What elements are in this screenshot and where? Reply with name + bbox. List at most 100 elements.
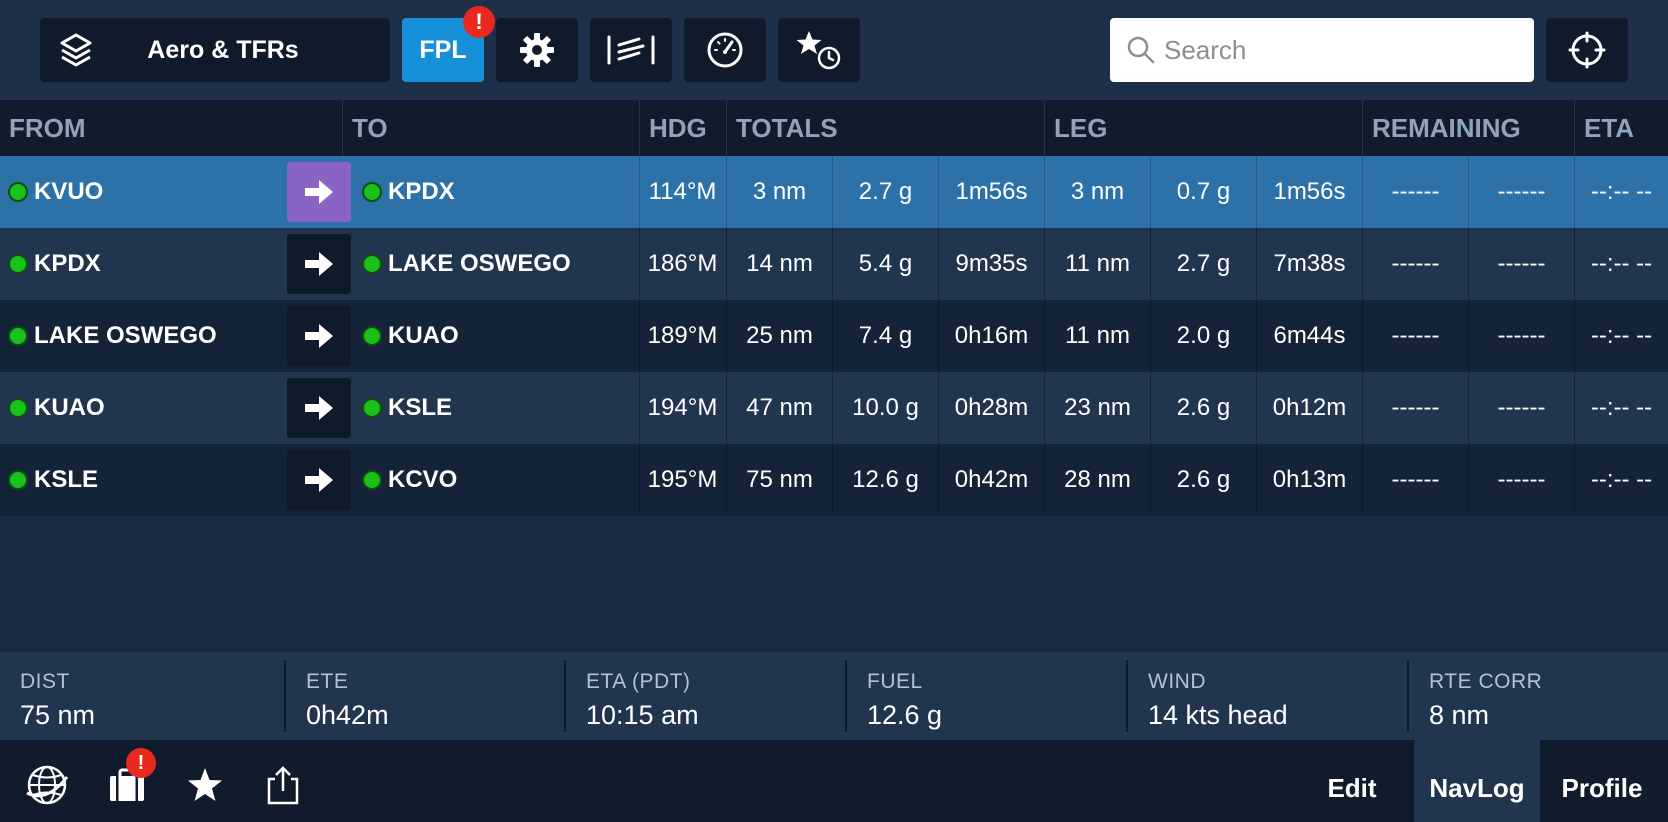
row-tot-time: 0h42m [938,444,1044,516]
header-hdg: HDG [639,100,725,156]
wind-icon [605,33,657,67]
leg-arrow-button[interactable] [287,450,351,510]
row-eta: --:-- -- [1574,300,1668,372]
search-box[interactable] [1110,18,1534,82]
row-rem-1: ------ [1362,372,1468,444]
row-tot-dist: 47 nm [726,372,832,444]
waypoint-status-dot [362,326,382,346]
gauge-icon [706,31,744,69]
locate-button[interactable] [1546,18,1628,82]
header-leg: LEG [1044,100,1362,156]
row-tot-fuel: 5.4 g [832,228,938,300]
row-tot-time: 1m56s [938,156,1044,228]
summary-eta: ETA (PDT) 10:15 am [564,660,846,732]
crosshair-icon [1568,31,1606,69]
tab-profile[interactable]: Profile [1561,773,1643,803]
settings-button[interactable] [496,18,578,82]
summary-dist-value: 75 nm [20,700,96,730]
summary-rte-corr: RTE CORR 8 nm [1407,660,1668,732]
leg-arrow-button[interactable] [287,378,351,438]
search-input[interactable] [1164,34,1524,66]
table-row[interactable]: KVUO KPDX 114°M 3 nm 2.7 g 1m56s 3 nm 0.7 g 1m56… [0,156,1668,228]
row-tot-dist: 14 nm [726,228,832,300]
row-leg-dist: 23 nm [1044,372,1150,444]
row-rem-1: ------ [1362,228,1468,300]
summary-wind-value: 14 kts head [1148,700,1288,730]
waypoint-status-dot [362,470,382,490]
row-to: LAKE OSWEGO [362,228,632,300]
gear-icon [518,31,556,69]
arrow-right-icon [305,252,333,276]
row-leg-time: 7m38s [1256,228,1362,300]
tab-navlog[interactable]: NavLog [1414,740,1540,822]
row-from-label: KSLE [34,466,99,493]
favorites-recent-button[interactable] [778,18,860,82]
row-from: KSLE [8,444,288,516]
arrow-right-icon [305,396,333,420]
row-leg-fuel: 2.7 g [1150,228,1256,300]
row-hdg: 189°M [639,300,725,372]
leg-arrow-button[interactable] [287,306,351,366]
summary-wind-label: WIND [1148,670,1206,693]
summary-ete-label: ETE [306,670,349,693]
row-rem-2: ------ [1468,300,1574,372]
row-rem-2: ------ [1468,444,1574,516]
row-from-label: LAKE OSWEGO [34,322,217,349]
row-from: KVUO [8,156,288,228]
waypoint-status-dot [362,254,382,274]
table-row[interactable]: LAKE OSWEGO KUAO 189°M 25 nm 7.4 g 0h16m 11 nm… [0,300,1668,372]
row-leg-time: 1m56s [1256,156,1362,228]
row-from: KUAO [8,372,288,444]
summary-ete: ETE 0h42m [284,660,566,732]
leg-arrow-button[interactable] [287,162,351,222]
row-rem-2: ------ [1468,372,1574,444]
waypoint-status-dot [362,398,382,418]
row-tot-time: 0h16m [938,300,1044,372]
header-remaining: REMAINING [1362,100,1574,156]
star-icon[interactable] [182,762,228,808]
row-rem-2: ------ [1468,228,1574,300]
summary-eta-label: ETA (PDT) [586,670,691,693]
row-from: KPDX [8,228,288,300]
row-to: KCVO [362,444,632,516]
layers-icon [56,30,96,70]
row-to-label: LAKE OSWEGO [388,250,571,277]
row-leg-dist: 11 nm [1044,228,1150,300]
row-leg-dist: 28 nm [1044,444,1150,516]
row-tot-fuel: 2.7 g [832,156,938,228]
summary-wind: WIND 14 kts head [1126,660,1408,732]
summary-fuel-value: 12.6 g [867,700,943,730]
row-from: LAKE OSWEGO [8,300,288,372]
row-leg-fuel: 2.6 g [1150,444,1256,516]
layers-button[interactable]: Aero & TFRs [40,18,390,82]
waypoint-status-dot [362,182,382,202]
waypoint-status-dot [8,470,28,490]
arrow-right-icon [305,180,333,204]
row-from-label: KUAO [34,394,105,421]
wind-button[interactable] [590,18,672,82]
tab-edit[interactable]: Edit [1327,773,1377,803]
table-row[interactable]: KPDX LAKE OSWEGO 186°M 14 nm 5.4 g 9m35s 11 nm… [0,228,1668,300]
header-to: TO [342,100,638,156]
row-from-label: KVUO [34,178,104,205]
header-eta: ETA [1574,100,1668,156]
row-leg-dist: 3 nm [1044,156,1150,228]
row-tot-dist: 25 nm [726,300,832,372]
star-clock-icon [795,29,843,71]
row-hdg: 114°M [639,156,725,228]
row-tot-fuel: 12.6 g [832,444,938,516]
row-eta: --:-- -- [1574,156,1668,228]
summary-fuel-label: FUEL [867,670,923,693]
navlog-table-header: FROM TO HDG TOTALS LEG REMAINING ETA [0,100,1668,156]
row-leg-fuel: 2.0 g [1150,300,1256,372]
share-icon[interactable] [260,762,306,808]
globe-icon[interactable] [24,762,70,808]
fpl-alert-badge: ! [463,6,495,38]
row-tot-dist: 3 nm [726,156,832,228]
row-tot-time: 9m35s [938,228,1044,300]
leg-arrow-button[interactable] [287,234,351,294]
gauge-button[interactable] [684,18,766,82]
row-eta: --:-- -- [1574,444,1668,516]
